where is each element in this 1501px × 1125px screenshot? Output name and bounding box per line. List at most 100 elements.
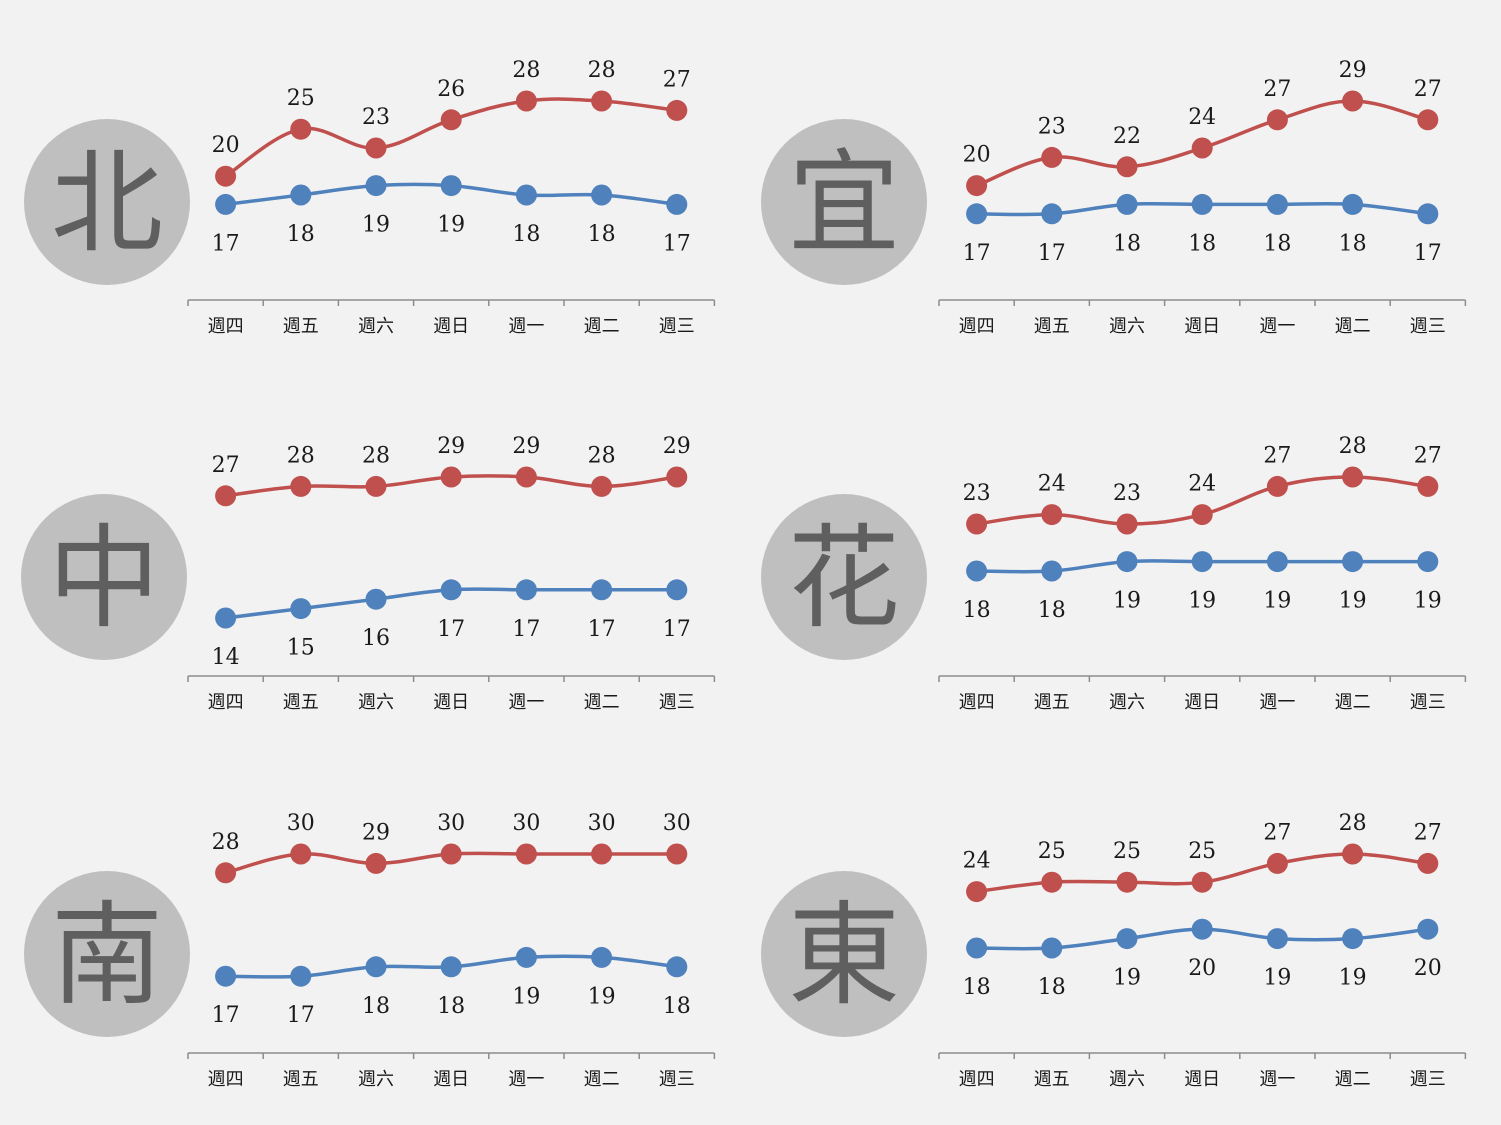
data-label: 23 (362, 105, 390, 130)
data-point (515, 184, 537, 206)
x-tick-label: 週日 (433, 692, 469, 713)
data-label: 17 (287, 1003, 315, 1028)
data-label: 20 (212, 133, 240, 158)
data-label: 27 (1414, 443, 1442, 468)
data-label: 23 (1038, 114, 1066, 139)
data-point (215, 607, 237, 629)
data-point (1041, 146, 1063, 168)
data-label: 28 (287, 443, 315, 468)
data-label: 23 (963, 481, 991, 506)
data-point (290, 475, 312, 497)
data-label: 17 (663, 617, 691, 642)
data-label: 17 (212, 1003, 240, 1028)
data-label: 17 (963, 241, 991, 266)
data-label: 24 (1038, 472, 1066, 497)
chart-panel-1: 宜週四 週五 週六 週日 週一 週二 週三 20 23 22 24 27 29 27 17 17 18 18 18 1… (761, 58, 1467, 337)
chart-panel-3: 花週四 週五 週六 週日 週一 週二 週三 23 24 23 24 27 28 27 18 18 19 19 19 1… (761, 434, 1467, 713)
data-label: 19 (1263, 966, 1291, 991)
data-label: 17 (437, 617, 465, 642)
data-point (591, 184, 613, 206)
x-tick-label: 週三 (659, 1069, 695, 1090)
x-tick-label: 週三 (659, 692, 695, 713)
data-point (666, 99, 688, 121)
data-point (966, 560, 988, 582)
region-badge (24, 119, 190, 285)
data-label: 19 (1188, 589, 1216, 614)
data-label: 25 (287, 86, 315, 111)
data-label: 30 (588, 811, 616, 836)
x-tick-label: 週二 (1335, 316, 1371, 337)
data-label: 27 (663, 67, 691, 92)
data-label: 19 (1113, 589, 1141, 614)
x-tick-label: 週三 (1410, 1069, 1446, 1090)
data-label: 19 (1263, 589, 1291, 614)
data-point (440, 843, 462, 865)
region-name: 南 (51, 891, 163, 1021)
data-label: 24 (963, 849, 991, 874)
x-tick-label: 週四 (959, 1069, 995, 1090)
x-tick-label: 週日 (1184, 692, 1220, 713)
data-point (290, 118, 312, 140)
data-label: 18 (1339, 231, 1367, 256)
data-point (1266, 109, 1288, 131)
data-point (1116, 551, 1138, 573)
x-tick-label: 週二 (584, 316, 620, 337)
data-point (365, 475, 387, 497)
x-tick-label: 週六 (358, 316, 394, 337)
data-label: 19 (437, 213, 465, 238)
x-tick-label: 週四 (208, 1069, 244, 1090)
data-point (515, 579, 537, 601)
data-point (215, 485, 237, 507)
data-label: 19 (362, 213, 390, 238)
x-tick-label: 週日 (1184, 1069, 1220, 1090)
x-tick-label: 週五 (1034, 692, 1070, 713)
data-point (966, 881, 988, 903)
data-point (215, 165, 237, 187)
data-point (1041, 203, 1063, 225)
data-label: 14 (212, 645, 240, 670)
x-tick-label: 週五 (283, 1069, 319, 1090)
data-label: 22 (1113, 124, 1141, 149)
data-point (440, 466, 462, 488)
data-point (1342, 843, 1364, 865)
x-tick-label: 週三 (659, 316, 695, 337)
data-point (591, 475, 613, 497)
data-point (666, 956, 688, 978)
data-point (1191, 137, 1213, 159)
data-point (290, 843, 312, 865)
data-label: 29 (437, 434, 465, 459)
data-point (1116, 513, 1138, 535)
chart-panel-5: 東週四 週五 週六 週日 週一 週二 週三 24 25 25 25 27 28 27 18 18 19 20 19 1… (761, 811, 1467, 1090)
data-point (365, 137, 387, 159)
data-point (666, 579, 688, 601)
x-tick-label: 週五 (283, 692, 319, 713)
data-label: 19 (1414, 589, 1442, 614)
data-label: 29 (362, 820, 390, 845)
x-tick-label: 週一 (1259, 692, 1295, 713)
x-tick-label: 週日 (1184, 316, 1220, 337)
x-tick-label: 週一 (1259, 1069, 1295, 1090)
x-tick-label: 週日 (433, 316, 469, 337)
data-label: 18 (1188, 231, 1216, 256)
data-label: 28 (512, 58, 540, 83)
data-label: 18 (663, 994, 691, 1019)
region-name: 花 (788, 514, 900, 644)
data-label: 27 (212, 453, 240, 478)
x-tick-label: 週三 (1410, 692, 1446, 713)
x-tick-label: 週六 (358, 692, 394, 713)
data-point (1342, 466, 1364, 488)
data-point (966, 513, 988, 535)
region-badge (761, 871, 927, 1037)
data-point (1417, 551, 1439, 573)
data-label: 30 (287, 811, 315, 836)
data-point (365, 588, 387, 610)
data-label: 17 (588, 617, 616, 642)
data-point (1417, 918, 1439, 940)
x-tick-label: 週三 (1410, 316, 1446, 337)
data-point (1417, 109, 1439, 131)
data-point (290, 598, 312, 620)
data-point (591, 90, 613, 112)
data-point (440, 579, 462, 601)
x-tick-label: 週六 (1109, 316, 1145, 337)
